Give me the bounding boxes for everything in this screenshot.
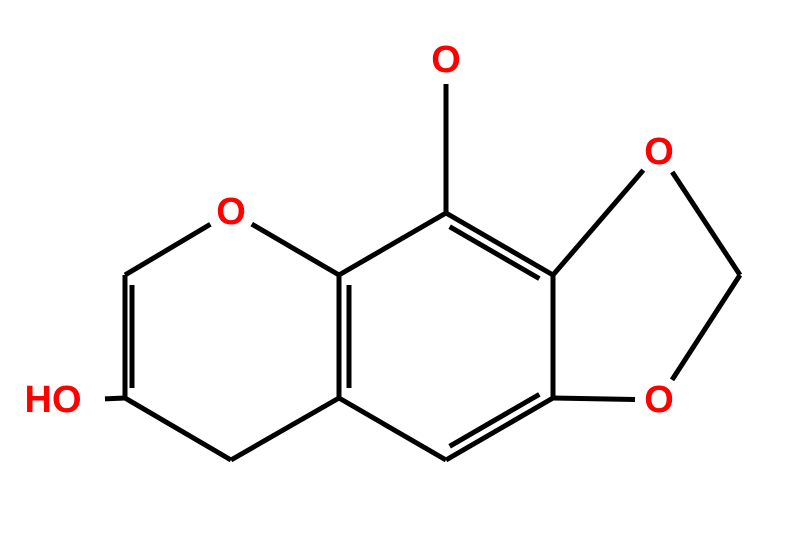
molecule-diagram: O O O O HO (0, 0, 800, 555)
bond-line (553, 170, 643, 275)
bond-line (339, 213, 446, 275)
bond-line (125, 224, 210, 275)
bond-line (446, 213, 553, 275)
atom-o4: O (644, 379, 674, 421)
atom-o1: O (431, 39, 461, 81)
bond-line (450, 227, 540, 279)
bond-line (553, 398, 635, 400)
bond-line (339, 398, 446, 460)
atom-o3: O (644, 131, 674, 173)
atom-ho: HO (25, 379, 82, 421)
bond-line (125, 398, 231, 460)
bond-line (105, 398, 125, 399)
bond-line (252, 224, 339, 275)
bond-line (446, 398, 553, 460)
bond-line (672, 275, 740, 380)
atom-o2: O (216, 191, 246, 233)
bond-line (672, 172, 740, 275)
bond-line (231, 398, 339, 460)
bond-line (450, 394, 540, 446)
